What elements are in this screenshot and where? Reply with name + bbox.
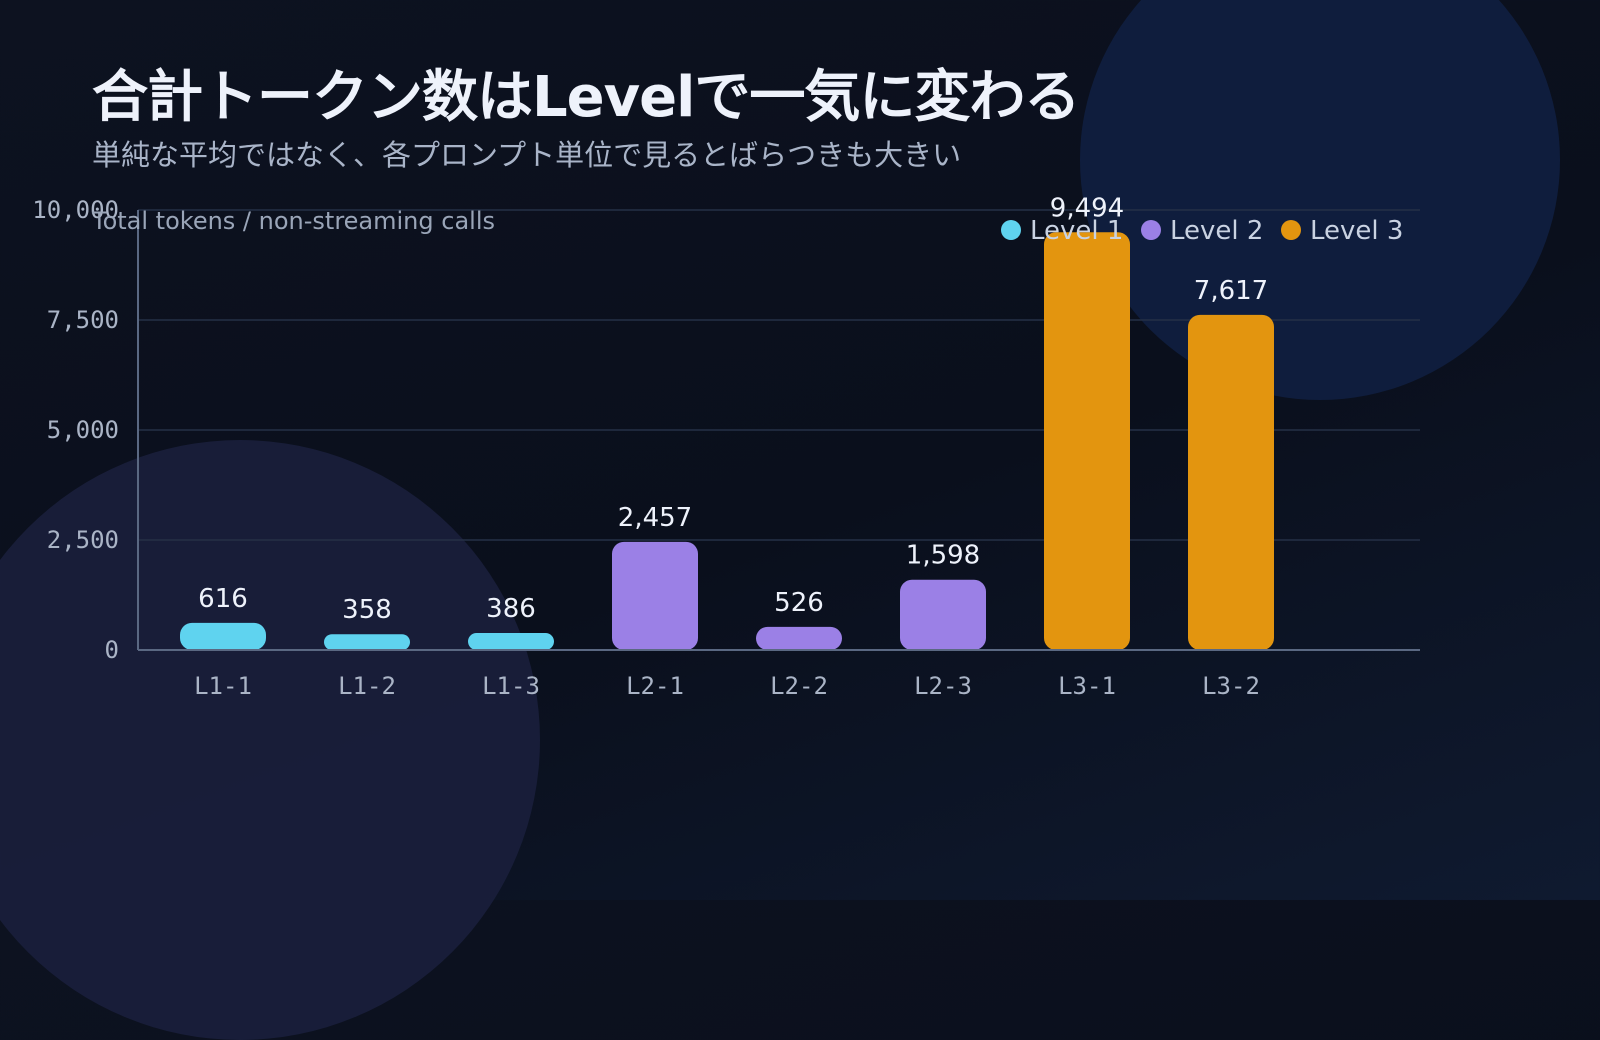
legend-item-level-2[interactable]: Level 2 [1141, 216, 1263, 246]
x-tick-label: L1-1 [194, 672, 252, 700]
bar-l2-1[interactable] [612, 541, 698, 650]
x-tick-label: L1-2 [338, 672, 396, 700]
value-label: 1,598 [906, 541, 980, 571]
legend-swatch [1141, 220, 1161, 240]
legend[interactable]: Level 1 Level 2 Level 3 [1001, 216, 1403, 246]
bar-l2-3[interactable] [900, 579, 986, 650]
bar-l2-2[interactable] [756, 626, 842, 650]
page-subtitle: 単純な平均ではなく、各プロンプト単位で見るとばらつきも大きい [92, 138, 962, 172]
value-label: 526 [774, 588, 824, 618]
x-tick-label: L3-1 [1058, 672, 1116, 700]
value-labels: 616 358 386 2,457 526 1,598 9,494 7,617 [198, 193, 1268, 625]
x-category-labels: L1-1 L1-2 L1-3 L2-1 L2-2 L2-3 L3-1 L3-2 [194, 672, 1260, 700]
y-axis-label: Total tokens / non-streaming calls [91, 207, 495, 235]
y-tick-labels: 0 2,500 5,000 7,500 10,000 [32, 196, 119, 664]
bar-l1-1[interactable] [180, 622, 266, 650]
y-tick-label: 0 [105, 636, 119, 664]
value-label: 2,457 [618, 503, 692, 533]
value-label: 7,617 [1194, 276, 1268, 306]
legend-item-level-3[interactable]: Level 3 [1281, 216, 1403, 246]
bar-l1-2[interactable] [324, 634, 410, 650]
legend-swatch [1281, 220, 1301, 240]
legend-label: Level 1 [1030, 216, 1123, 246]
legend-label: Level 3 [1310, 216, 1403, 246]
y-tick-label: 7,500 [47, 306, 119, 334]
legend-swatch [1001, 220, 1021, 240]
bar-l3-2[interactable] [1188, 314, 1274, 650]
x-tick-label: L3-2 [1202, 672, 1260, 700]
value-label: 616 [198, 584, 248, 614]
x-tick-label: L1-3 [482, 672, 540, 700]
page-title: 合計トークン数はLevelで一気に変わる [92, 65, 1080, 130]
bar-l3-1[interactable] [1044, 232, 1130, 650]
x-tick-label: L2-1 [626, 672, 684, 700]
bar-l1-3[interactable] [468, 633, 554, 650]
legend-label: Level 2 [1170, 216, 1263, 246]
x-tick-label: L2-3 [914, 672, 972, 700]
y-tick-label: 2,500 [47, 526, 119, 554]
legend-item-level-1[interactable]: Level 1 [1001, 216, 1123, 246]
value-label: 9,494 [1050, 193, 1124, 223]
axes [137, 210, 1420, 651]
value-label: 386 [486, 594, 536, 624]
y-tick-label: 10,000 [32, 196, 119, 224]
y-tick-label: 5,000 [47, 416, 119, 444]
x-tick-label: L2-2 [770, 672, 828, 700]
bars [180, 232, 1274, 650]
value-label: 358 [342, 595, 392, 625]
